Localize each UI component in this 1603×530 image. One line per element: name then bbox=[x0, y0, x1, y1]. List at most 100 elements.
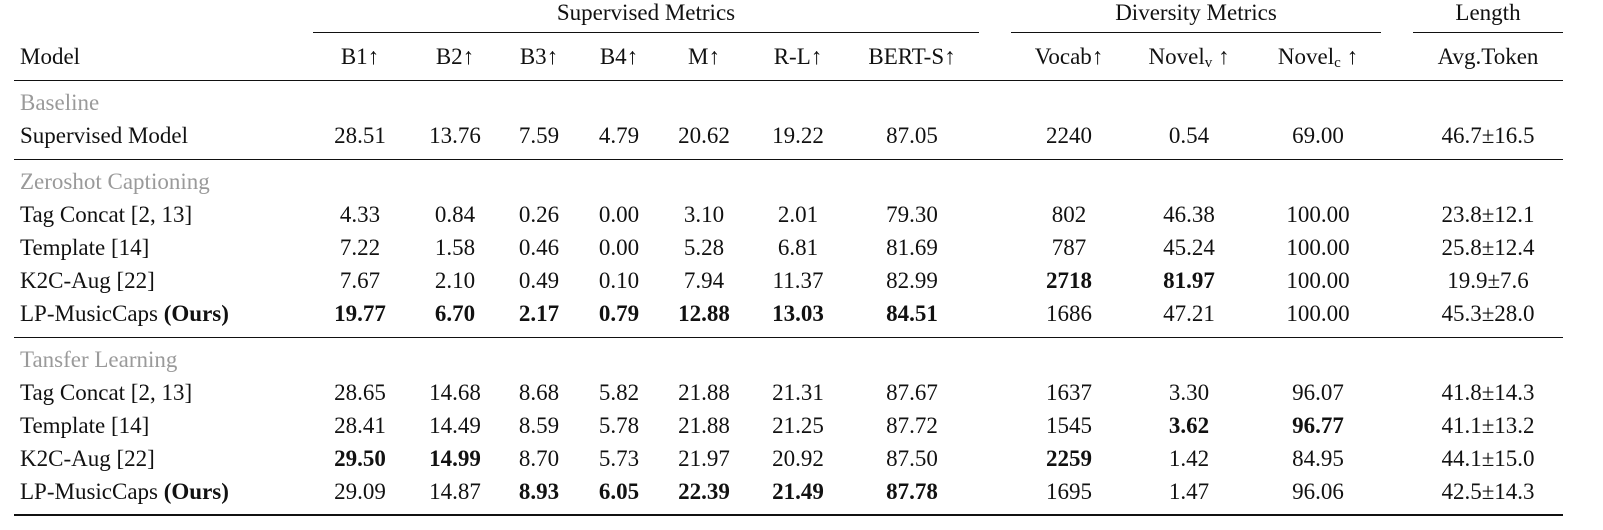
cell-avg-token: 23.8±12.1 bbox=[1441, 202, 1535, 227]
column-header-b1: B1↑ bbox=[340, 44, 380, 69]
cell-b3: 0.49 bbox=[518, 268, 560, 293]
cell-rl: 21.49 bbox=[772, 479, 824, 504]
cell-b4: 5.78 bbox=[598, 413, 640, 438]
cell-novel-c: 100.00 bbox=[1286, 301, 1350, 326]
cell-b4: 5.82 bbox=[598, 380, 640, 405]
cell-novel-v: 45.24 bbox=[1163, 235, 1215, 260]
row-model-name: Template [14] bbox=[20, 413, 149, 439]
group-header-diversity: Diversity Metrics bbox=[1115, 0, 1277, 25]
group-header-supervised: Supervised Metrics bbox=[556, 0, 736, 25]
cell-b2: 14.68 bbox=[429, 380, 481, 405]
cell-novel-v: 0.54 bbox=[1168, 123, 1210, 148]
cell-bert-s: 81.69 bbox=[886, 235, 938, 260]
cell-b4: 0.00 bbox=[598, 235, 640, 260]
cell-b1: 7.67 bbox=[339, 268, 381, 293]
column-header-bert-s: BERT-S↑ bbox=[868, 44, 956, 69]
cell-avg-token: 41.8±14.3 bbox=[1441, 380, 1535, 405]
model-name: LP-MusicCaps bbox=[20, 301, 164, 326]
cell-avg-token: 42.5±14.3 bbox=[1441, 479, 1535, 504]
cell-b4: 0.00 bbox=[598, 202, 640, 227]
cell-avg-token: 41.1±13.2 bbox=[1441, 413, 1535, 438]
model-ours-tag: (Ours) bbox=[163, 479, 229, 504]
cell-b3: 2.17 bbox=[518, 301, 560, 326]
model-name: Template [14] bbox=[20, 413, 150, 438]
cell-bert-s: 82.99 bbox=[886, 268, 938, 293]
section-title: Zeroshot Captioning bbox=[20, 169, 210, 194]
cell-m: 5.28 bbox=[683, 235, 725, 260]
cell-b2: 14.49 bbox=[429, 413, 481, 438]
cell-rl: 13.03 bbox=[772, 301, 824, 326]
cell-novel-c: 100.00 bbox=[1286, 235, 1350, 260]
cell-novel-c: 69.00 bbox=[1292, 123, 1344, 148]
section-title: Baseline bbox=[20, 90, 100, 115]
cell-b2: 14.87 bbox=[429, 479, 481, 504]
row-model-name: LP-MusicCaps (Ours) bbox=[20, 301, 229, 327]
novel-v-subscript: v bbox=[1204, 55, 1213, 71]
cell-b1: 19.77 bbox=[334, 301, 386, 326]
cell-novel-c: 100.00 bbox=[1286, 202, 1350, 227]
cell-vocab: 2240 bbox=[1046, 123, 1092, 148]
column-header-novel-c: Novelc ↑ bbox=[1278, 44, 1359, 71]
cell-bert-s: 87.78 bbox=[886, 479, 938, 504]
cell-b4: 6.05 bbox=[598, 479, 640, 504]
cell-vocab: 802 bbox=[1051, 202, 1087, 227]
cell-bert-s: 87.50 bbox=[886, 446, 938, 471]
cell-rl: 2.01 bbox=[777, 202, 819, 227]
cell-b2: 0.84 bbox=[434, 202, 476, 227]
cell-b1: 29.09 bbox=[334, 479, 386, 504]
header-rule bbox=[14, 80, 1563, 81]
cell-b3: 0.26 bbox=[518, 202, 560, 227]
group-rule-supervised bbox=[313, 32, 979, 33]
cell-novel-v: 47.21 bbox=[1163, 301, 1215, 326]
cell-b1: 28.41 bbox=[334, 413, 386, 438]
novel-c-arrow: ↑ bbox=[1340, 44, 1359, 69]
section-rule-2 bbox=[14, 337, 1563, 338]
cell-m: 12.88 bbox=[678, 301, 730, 326]
cell-novel-v: 3.62 bbox=[1168, 413, 1210, 438]
cell-b2: 14.99 bbox=[429, 446, 481, 471]
cell-rl: 20.92 bbox=[772, 446, 824, 471]
cell-b3: 0.46 bbox=[518, 235, 560, 260]
cell-avg-token: 44.1±15.0 bbox=[1441, 446, 1535, 471]
cell-b3: 8.70 bbox=[518, 446, 560, 471]
cell-bert-s: 87.72 bbox=[886, 413, 938, 438]
model-name: LP-MusicCaps bbox=[20, 479, 164, 504]
cell-vocab: 2718 bbox=[1046, 268, 1092, 293]
cell-rl: 21.25 bbox=[772, 413, 824, 438]
cell-novel-v: 81.97 bbox=[1163, 268, 1215, 293]
cell-rl: 21.31 bbox=[772, 380, 824, 405]
group-rule-diversity bbox=[1011, 32, 1381, 33]
cell-b3: 8.59 bbox=[518, 413, 560, 438]
cell-b3: 8.68 bbox=[518, 380, 560, 405]
cell-b4: 0.10 bbox=[598, 268, 640, 293]
cell-novel-c: 84.95 bbox=[1292, 446, 1344, 471]
row-model-name: K2C-Aug [22] bbox=[20, 446, 155, 472]
cell-b3: 8.93 bbox=[518, 479, 560, 504]
cell-vocab: 1695 bbox=[1046, 479, 1092, 504]
column-header-novel-v: Novelv ↑ bbox=[1149, 44, 1230, 71]
cell-b1: 29.50 bbox=[334, 446, 386, 471]
cell-m: 7.94 bbox=[683, 268, 725, 293]
cell-bert-s: 87.67 bbox=[886, 380, 938, 405]
column-header-model: Model bbox=[20, 44, 81, 69]
cell-bert-s: 79.30 bbox=[886, 202, 938, 227]
cell-b2: 2.10 bbox=[434, 268, 476, 293]
cell-m: 21.97 bbox=[678, 446, 730, 471]
cell-novel-v: 1.42 bbox=[1168, 446, 1210, 471]
cell-b2: 13.76 bbox=[429, 123, 481, 148]
cell-bert-s: 87.05 bbox=[886, 123, 938, 148]
cell-novel-c: 96.07 bbox=[1292, 380, 1344, 405]
cell-avg-token: 25.8±12.4 bbox=[1441, 235, 1535, 260]
cell-b2: 1.58 bbox=[434, 235, 476, 260]
column-header-b4: B4↑ bbox=[599, 44, 639, 69]
cell-b1: 28.51 bbox=[334, 123, 386, 148]
cell-vocab: 1686 bbox=[1046, 301, 1092, 326]
cell-novel-c: 96.77 bbox=[1292, 413, 1344, 438]
column-header-avg-token: Avg.Token bbox=[1437, 44, 1539, 69]
column-header-rl: R-L↑ bbox=[773, 44, 823, 69]
row-model-name: Tag Concat [2, 13] bbox=[20, 380, 192, 406]
cell-vocab: 2259 bbox=[1046, 446, 1092, 471]
novel-c-subscript: c bbox=[1334, 55, 1341, 71]
cell-m: 22.39 bbox=[678, 479, 730, 504]
cell-b4: 5.73 bbox=[598, 446, 640, 471]
